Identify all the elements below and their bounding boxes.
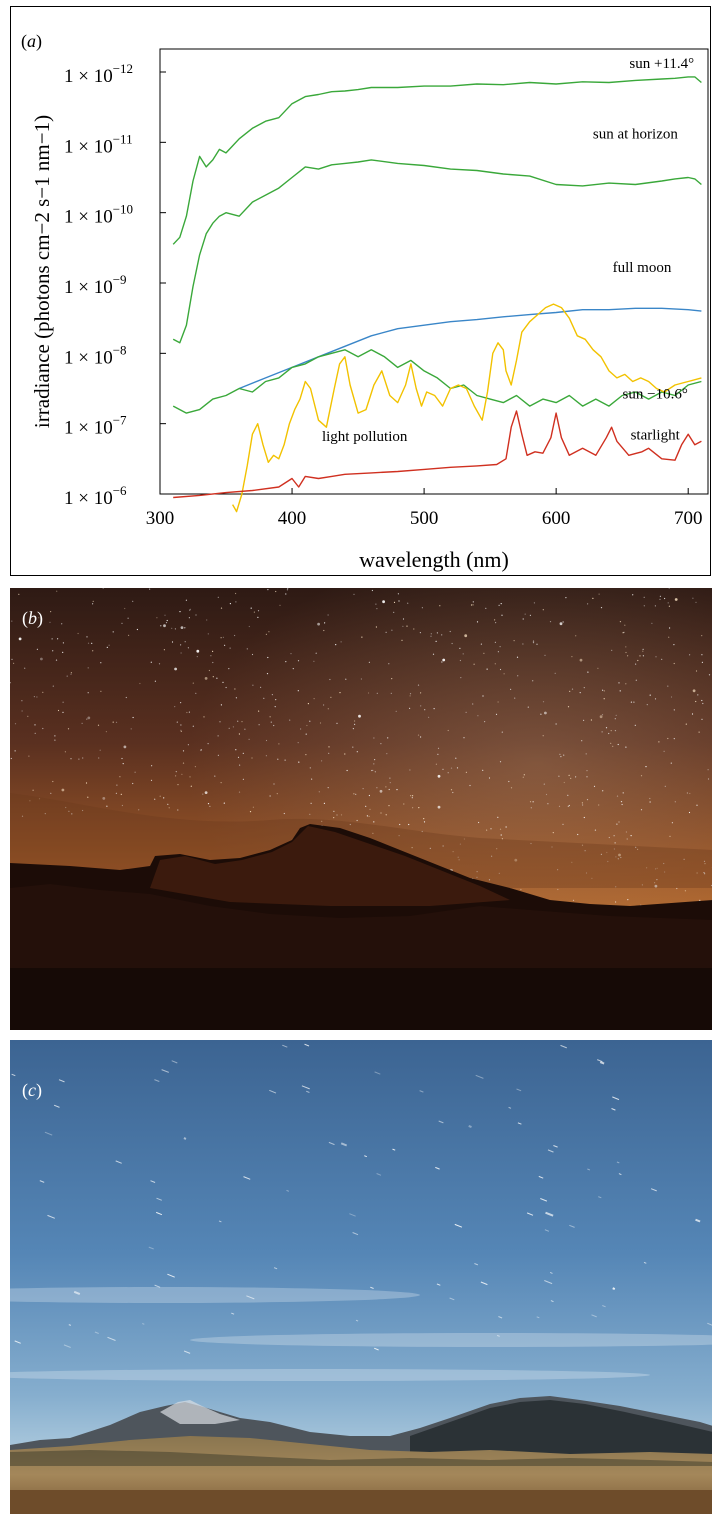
moonlit-landscape-photo: (c) bbox=[10, 1040, 712, 1514]
x-tick-label: 400 bbox=[278, 508, 307, 529]
x-tick-label: 300 bbox=[146, 508, 175, 529]
series-line-3 bbox=[172, 349, 702, 414]
series-line-0 bbox=[172, 76, 702, 245]
svg-text:(c): (c) bbox=[22, 1080, 42, 1101]
y-tick-label: 1 × 10−11 bbox=[64, 131, 133, 157]
night-sky-light-pollution-photo: (b) bbox=[10, 588, 712, 1030]
y-tick-label: 1 × 10−10 bbox=[64, 202, 133, 228]
photo-panel-b: (b) bbox=[10, 588, 712, 1030]
plot-frame bbox=[159, 48, 709, 495]
series-line-4 bbox=[231, 303, 702, 513]
y-tick-label: 1 × 10−12 bbox=[64, 61, 133, 87]
y-tick-label: 1 × 10−8 bbox=[64, 342, 127, 368]
series-annotation-4: light pollution bbox=[322, 429, 408, 445]
series-line-1 bbox=[172, 159, 702, 344]
y-tick-label: 1 × 10−9 bbox=[64, 272, 127, 298]
x-tick-label: 700 bbox=[674, 508, 703, 529]
x-tick-label: 600 bbox=[542, 508, 571, 529]
chart-panel-a: (a) 300 400 500 600 700 1 × 10−12 1 × 10−11 1 × … bbox=[10, 6, 711, 576]
y-tick-label: 1 × 10−7 bbox=[64, 413, 127, 439]
panel-label-c: c bbox=[28, 1080, 36, 1100]
panel-label-a: (a) bbox=[21, 31, 42, 52]
x-tick-label: 500 bbox=[410, 508, 439, 529]
series-annotation-1: sun at horizon bbox=[593, 126, 678, 142]
series-annotation-5: starlight bbox=[631, 427, 681, 443]
panel-label-b: b bbox=[28, 608, 37, 628]
y-axis-label: irradiance (photons cm−2 s−1 nm−1) bbox=[30, 115, 54, 428]
series-annotation-0: sun +11.4° bbox=[629, 56, 694, 72]
svg-text:(b): (b) bbox=[22, 608, 43, 629]
irradiance-chart: (a) 300 400 500 600 700 1 × 10−12 1 × 10−11 1 × … bbox=[21, 31, 709, 572]
photo-panel-c: (c) bbox=[10, 1040, 712, 1514]
series-line-5 bbox=[173, 410, 702, 499]
series-annotation-3: sun −10.6° bbox=[623, 387, 688, 403]
series-line-2 bbox=[238, 307, 702, 390]
series-annotation-2: full moon bbox=[613, 260, 672, 276]
x-axis-label: wavelength (nm) bbox=[359, 547, 509, 572]
y-tick-label: 1 × 10−6 bbox=[64, 483, 127, 509]
